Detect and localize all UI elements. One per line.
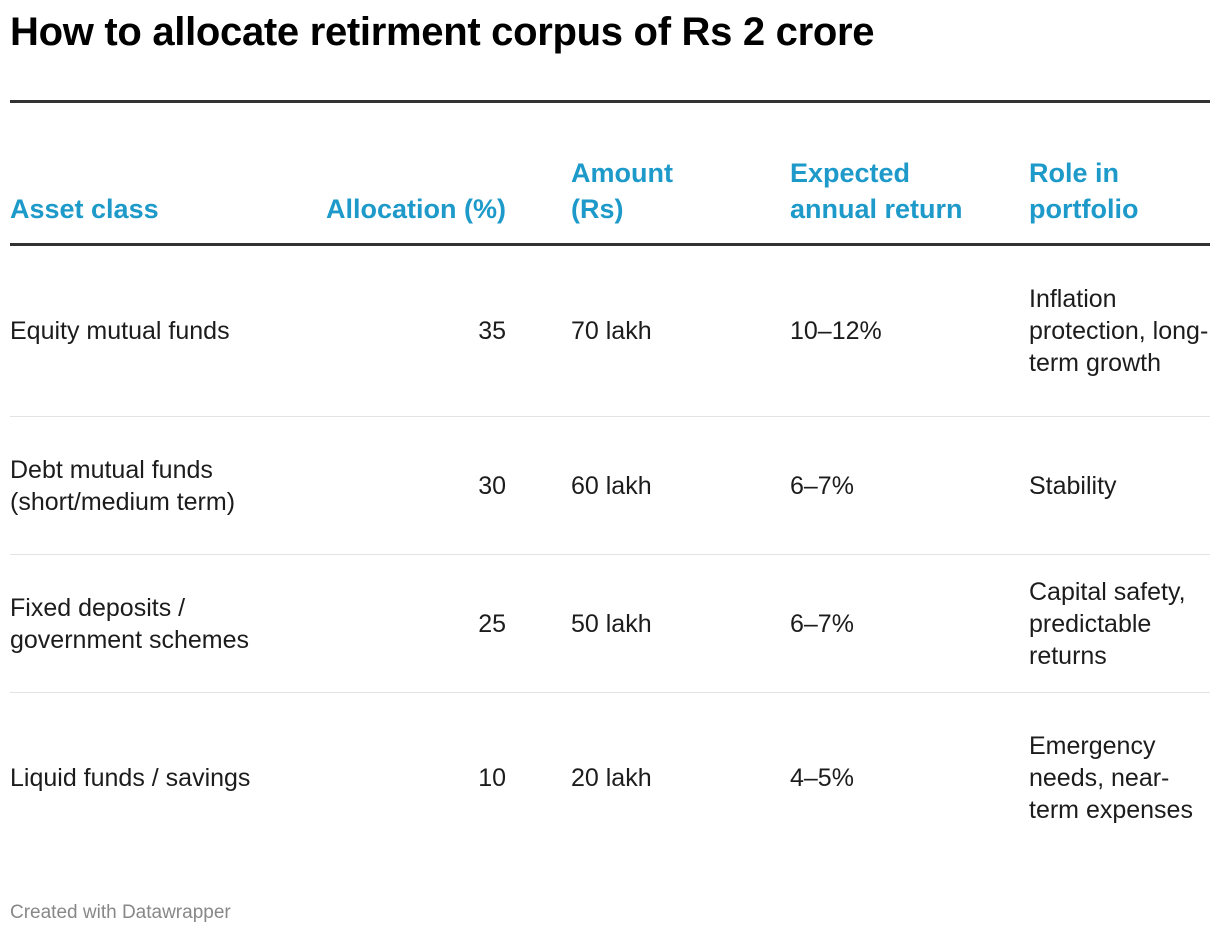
expected-return-cell: 4–5% xyxy=(790,764,854,792)
column-header-expected-return[interactable]: Expected annual return xyxy=(790,158,963,224)
expected-return-cell: 6–7% xyxy=(790,471,854,500)
allocation-cell: 10 xyxy=(478,764,506,792)
column-header-role[interactable]: Role in portfolio xyxy=(1029,158,1139,224)
role-cell: Emergency needs, near-term expenses xyxy=(1029,732,1193,824)
allocation-cell: 25 xyxy=(478,609,506,638)
asset-class-cell: Equity mutual funds xyxy=(10,317,230,345)
header-bottom-rule xyxy=(10,243,1210,246)
table-row: Debt mutual funds (short/medium term) 30… xyxy=(10,417,1210,555)
role-cell: Stability xyxy=(1029,471,1117,500)
expected-return-cell: 10–12% xyxy=(790,317,882,345)
expected-return-cell: 6–7% xyxy=(790,609,854,638)
table-row: Fixed deposits / government schemes 25 5… xyxy=(10,555,1210,693)
asset-class-cell: Debt mutual funds (short/medium term) xyxy=(10,455,236,516)
column-header-amount[interactable]: Amount (Rs) xyxy=(571,158,673,224)
column-header-asset-class[interactable]: Asset class xyxy=(10,194,159,224)
column-header-allocation[interactable]: Allocation (%) xyxy=(326,194,506,224)
datawrapper-credit: Created with Datawrapper xyxy=(10,902,231,923)
header-top-rule xyxy=(10,100,1210,103)
asset-class-cell: Fixed deposits / government schemes xyxy=(10,593,250,654)
role-cell: Capital safety, predictable returns xyxy=(1029,577,1186,670)
allocation-cell: 35 xyxy=(478,317,506,345)
amount-cell: 60 lakh xyxy=(571,471,652,500)
table-row: Equity mutual funds 35 70 lakh 10–12% In… xyxy=(10,246,1210,417)
table-header: Asset class Allocation (%) Amount (Rs) E… xyxy=(10,103,1210,243)
chart-title: How to allocate retirment corpus of Rs 2… xyxy=(10,10,875,54)
table-row: Liquid funds / savings 10 20 lakh 4–5% E… xyxy=(10,693,1210,863)
amount-cell: 50 lakh xyxy=(571,609,652,638)
role-cell: Inflation protection, long-term growth xyxy=(1029,285,1209,377)
allocation-cell: 30 xyxy=(478,471,506,500)
amount-cell: 20 lakh xyxy=(571,764,652,792)
amount-cell: 70 lakh xyxy=(571,317,652,345)
asset-class-cell: Liquid funds / savings xyxy=(10,764,251,792)
